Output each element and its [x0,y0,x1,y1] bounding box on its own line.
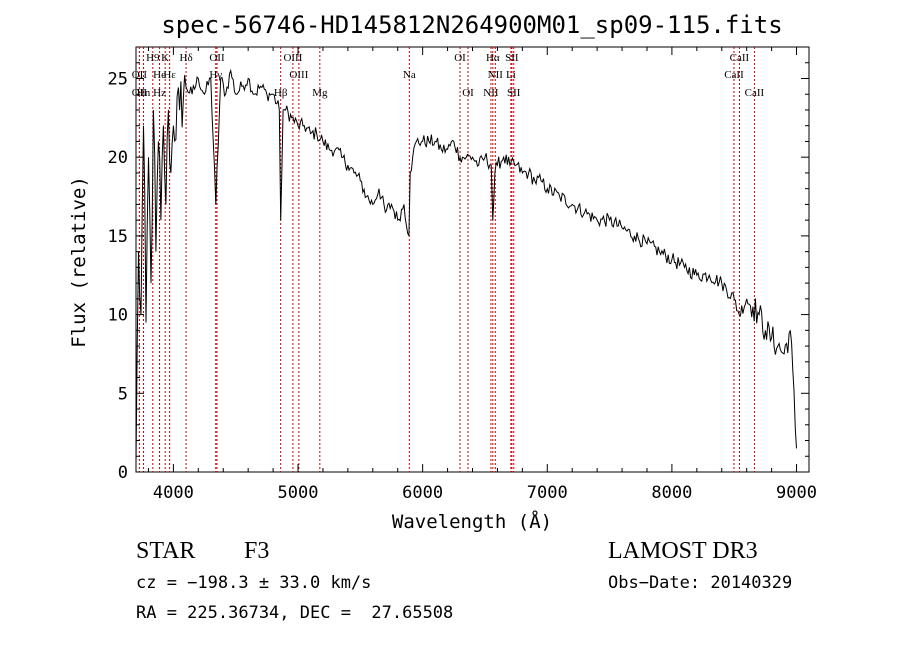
y-tick-label-1: 5 [118,384,128,404]
y-axis-label: Flux (relative) [68,176,90,348]
line-label-12: Hγ [209,69,222,81]
y-tick-label-4: 20 [108,148,128,168]
x-tick-label-1: 5000 [278,483,319,503]
line-label-18: OII [132,87,148,99]
line-label-7: SII [505,52,519,64]
observation-date: Obs−Date: 20140329 [608,573,793,593]
x-tick-label-2: 6000 [402,483,443,503]
y-tick-label-0: 0 [118,463,128,483]
spectrum-line [135,68,797,465]
x-tick-label-0: 4000 [153,483,194,503]
line-label-23: OI [462,87,474,99]
line-label-6: Hα [486,52,500,64]
x-tick-label-3: 7000 [527,483,568,503]
line-label-10: He [153,69,166,81]
line-label-20: Hz [153,87,166,99]
line-label-25: SII [507,87,521,99]
axis-ticks: 4000 5000 6000 7000 8000 9000 0 5 10 15 20 25 [108,47,817,503]
line-label-1: K [161,52,169,64]
line-label-4: OIII [283,52,302,64]
line-label-24: NII [483,87,499,99]
x-tick-label-4: 8000 [651,483,692,503]
line-label-16: Li [506,69,516,81]
x-axis-label: Wavelength (Å) [392,510,552,533]
line-label-15: NII [488,69,504,81]
survey-name: LAMOST DR3 [608,538,758,564]
x-tick-label-5: 9000 [776,483,817,503]
object-class: STAR [136,538,196,564]
line-label-9: OII [132,69,148,81]
plot-frame [135,46,810,473]
line-label-19: Hn [137,87,151,99]
line-label-8: CaII [730,52,750,64]
line-label-14: Na [403,69,416,81]
coordinates: RA = 225.36734, DEC = 27.65508 [136,603,454,623]
line-label-21: Hβ [274,87,288,99]
object-subclass: F3 [244,538,270,564]
line-label-0: H9 [146,52,160,64]
line-label-22: Mg [312,87,328,99]
y-tick-label-3: 15 [108,227,128,247]
redshift-velocity: cz = −198.3 ± 33.0 km/s [136,573,372,593]
y-tick-label-2: 10 [108,306,128,326]
line-label-17: CaII [724,69,744,81]
line-label-2: Hδ [180,52,193,64]
line-label-13: OIII [289,69,308,81]
line-label-5: OI [454,52,466,64]
line-label-11: Hε [163,69,176,81]
y-tick-label-5: 25 [108,69,128,89]
line-label-3: OII [209,52,225,64]
chart-title: spec-56746-HD145812N264900M01_sp09-115.f… [161,11,782,39]
line-label-26: CaII [745,87,765,99]
spectral-line-markers [138,47,755,472]
